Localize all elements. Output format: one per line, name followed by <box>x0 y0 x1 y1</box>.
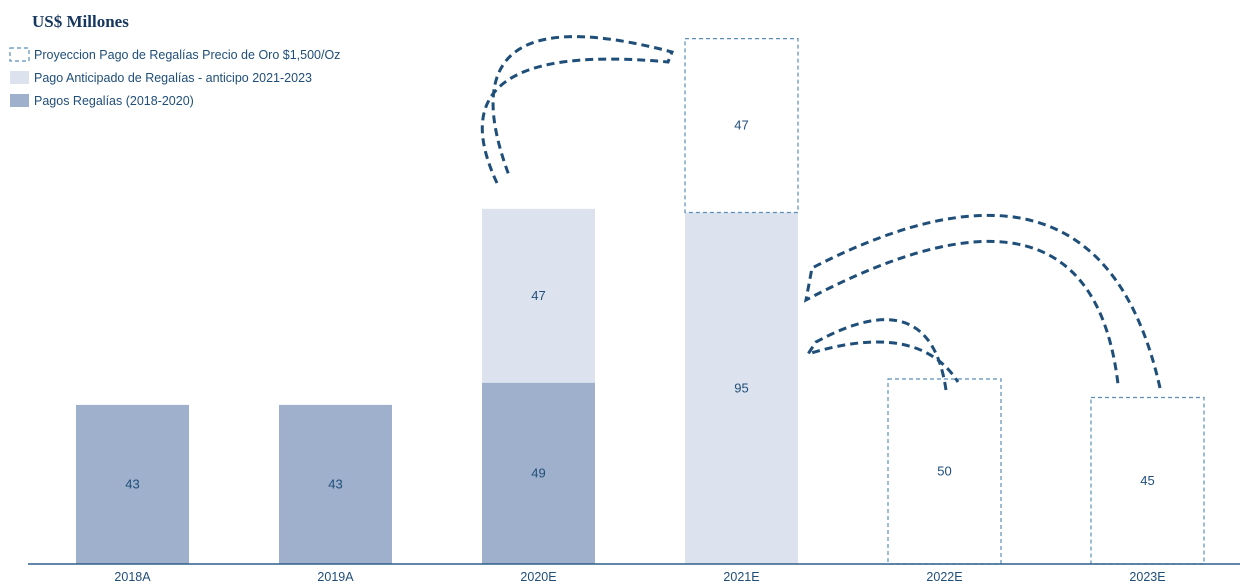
chart-title: US$ Millones <box>32 12 129 31</box>
arrows-layer <box>480 35 1162 391</box>
bar-2021E-series-1 <box>685 212 798 564</box>
legend-swatch-anticipado <box>10 71 29 84</box>
bars-layer <box>76 37 1205 565</box>
bar-2019A-series-0 <box>279 404 392 564</box>
bar-2021E-series-2 <box>684 37 799 214</box>
legend-label-pagos: Pagos Regalías (2018-2020) <box>34 94 194 108</box>
x-tick-label-2023E: 2023E <box>1129 570 1165 584</box>
data-label-2021E-series-2: 47 <box>734 118 748 133</box>
data-label-2023E-series-2: 45 <box>1140 473 1154 488</box>
legend-label-anticipado: Pago Anticipado de Regalías - anticipo 2… <box>34 71 312 85</box>
data-label-2022E-series-2: 50 <box>937 464 951 479</box>
x-tick-label-2021E: 2021E <box>723 570 759 584</box>
curved-arrow-2021-to-2020 <box>480 35 675 184</box>
legend: Proyeccion Pago de Regalías Precio de Or… <box>9 47 340 108</box>
bar-2022E-series-2 <box>887 378 1002 565</box>
bar-2023E-series-2 <box>1090 396 1205 565</box>
bar-2020E-series-1 <box>482 208 595 383</box>
x-tick-label-2022E: 2022E <box>926 570 962 584</box>
legend-label-proyeccion: Proyeccion Pago de Regalías Precio de Or… <box>34 48 340 62</box>
bar-2020E-series-0 <box>482 382 595 564</box>
data-label-2020E-series-0: 49 <box>531 465 545 480</box>
legend-swatch-pagos <box>10 94 29 107</box>
labels-layer: 43 43 49 47 95 47 50 45 2018A 2019A 2020E 2021E 2022… <box>114 118 1165 584</box>
data-label-2020E-series-1: 47 <box>531 288 545 303</box>
x-tick-label-2019A: 2019A <box>317 570 354 584</box>
curved-arrow-2023-to-2021 <box>803 213 1162 389</box>
data-label-2019A-series-0: 43 <box>328 476 342 491</box>
x-tick-label-2020E: 2020E <box>520 570 556 584</box>
data-label-2018A-series-0: 43 <box>125 476 139 491</box>
data-label-2021E-series-1: 95 <box>734 380 748 395</box>
bar-2018A-series-0 <box>76 404 189 564</box>
x-tick-label-2018A: 2018A <box>114 570 151 584</box>
curved-arrow-2022-to-2021 <box>804 318 960 391</box>
legend-swatch-proyeccion <box>9 47 30 62</box>
